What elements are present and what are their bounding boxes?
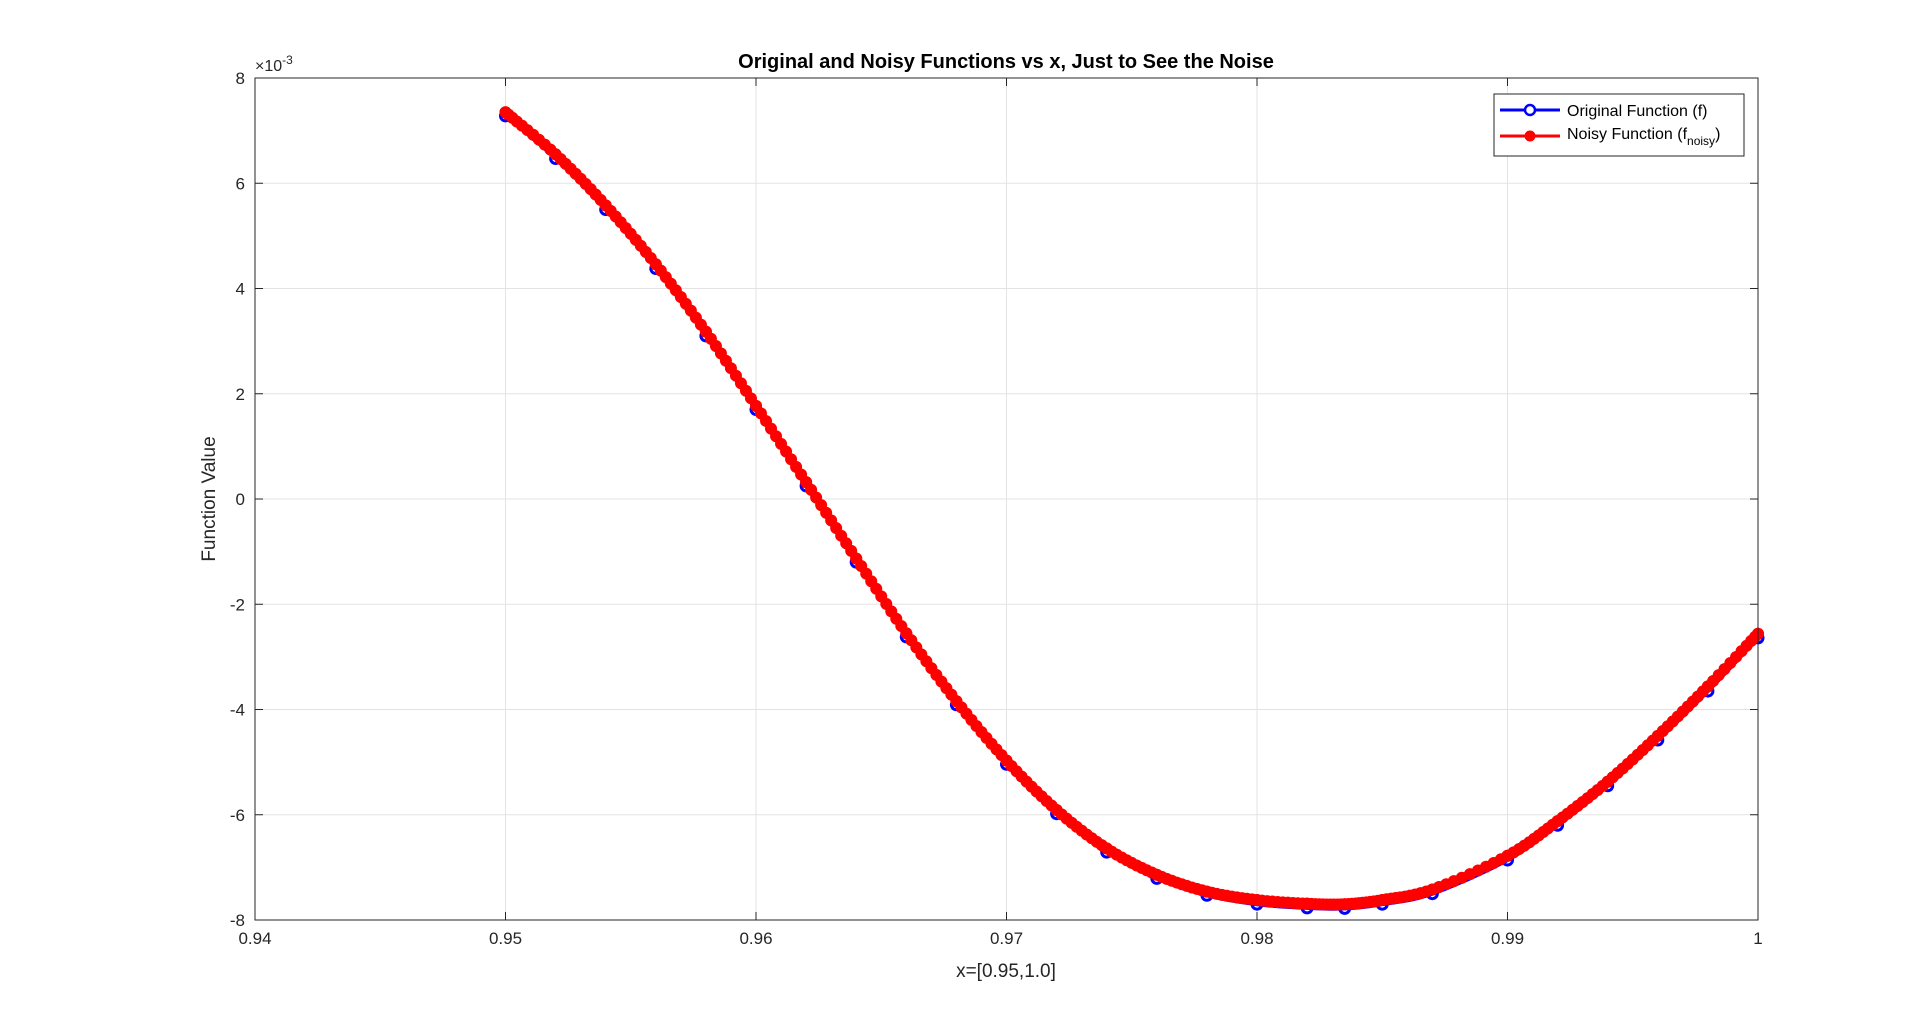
x-tick-label: 0.96 <box>739 929 772 948</box>
noisy-point <box>1200 885 1213 898</box>
legend-original-label: Original Function (f) <box>1567 103 1708 120</box>
x-tick-label: 0.94 <box>238 929 271 948</box>
noisy-point <box>1551 815 1564 828</box>
noisy-point <box>850 552 863 565</box>
noisy-point <box>499 106 512 119</box>
y-tick-label: 6 <box>236 174 245 193</box>
y-tick-label: -6 <box>230 806 245 825</box>
y-tick-label: 0 <box>236 490 245 509</box>
noisy-point <box>750 399 762 412</box>
noisy-point <box>1251 894 1263 907</box>
noisy-point <box>1100 842 1113 855</box>
legend-noisy-marker <box>1524 130 1536 142</box>
noisy-point <box>1601 775 1614 788</box>
legend-noisy-label-close: ) <box>1715 126 1720 143</box>
y-axis-exponent-power: -3 <box>282 53 293 67</box>
y-tick-label: -4 <box>230 701 245 720</box>
noisy-point <box>1301 897 1314 910</box>
chart-title: Original and Noisy Functions vs x, Just … <box>738 51 1274 73</box>
legend-box <box>1493 93 1745 157</box>
noisy-point <box>1651 729 1664 742</box>
axis-ticks: 0.94 0.95 0.96 0.97 0.98 0.99 1 -8 -6 -4 -2 0 2 4 6 8 <box>230 69 1763 948</box>
legend-noisy-label-main: Noisy Function (f <box>1567 126 1688 143</box>
y-tick-label: 8 <box>236 69 245 88</box>
data-series <box>499 106 1765 915</box>
noisy-point <box>599 199 612 212</box>
x-tick-label: 0.99 <box>1491 929 1524 948</box>
x-tick-label: 0.97 <box>990 929 1023 948</box>
legend[interactable]: Original Function (f) Noisy Function (fn… <box>1493 93 1745 157</box>
noisy-point <box>549 148 562 161</box>
legend-noisy-label-sub: noisy <box>1687 134 1715 148</box>
noisy-point <box>950 695 963 708</box>
noisy-point <box>699 325 712 338</box>
legend-original-marker <box>1523 103 1537 117</box>
y-axis-exponent-base: ×10 <box>255 58 282 75</box>
y-tick-label: 4 <box>236 280 245 299</box>
noisy-point <box>649 258 662 271</box>
noisy-point <box>1501 849 1514 862</box>
y-axis-exponent: ×10-3 <box>255 53 293 75</box>
noisy-point <box>1338 898 1351 911</box>
noisy-point <box>1376 894 1389 907</box>
x-tick-label: 0.95 <box>489 929 522 948</box>
noisy-point <box>1000 754 1013 767</box>
y-tick-label: 2 <box>236 385 245 404</box>
noisy-point <box>1426 883 1439 896</box>
y-axis-label: Function Value <box>199 436 220 561</box>
y-tick-label: -2 <box>230 595 245 614</box>
noisy-point <box>900 627 913 640</box>
y-tick-label: -8 <box>230 911 245 930</box>
x-axis-label: x=[0.95,1.0] <box>956 961 1056 982</box>
x-tick-label: 1 <box>1753 929 1762 948</box>
legend-noisy-label: Noisy Function (fnoisy) <box>1567 126 1720 148</box>
noisy-point <box>800 476 813 489</box>
x-tick-label: 0.98 <box>1240 929 1273 948</box>
noisy-point <box>1150 868 1163 881</box>
noisy-point <box>1701 680 1714 693</box>
noisy-point <box>1050 804 1063 817</box>
